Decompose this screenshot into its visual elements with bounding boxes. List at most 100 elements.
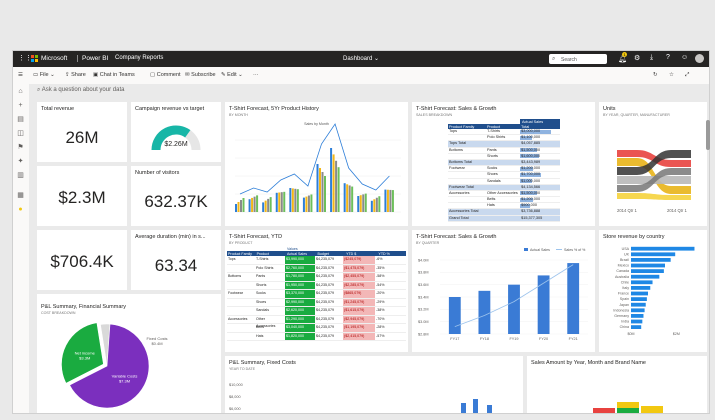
history-bar: [296, 189, 299, 212]
current-workspace-icon[interactable]: ●: [18, 206, 23, 213]
legend-bar-swatch: [524, 248, 528, 251]
cell-family: [448, 154, 486, 159]
cost-value-tile[interactable]: $706.4K: [37, 230, 127, 290]
tile-subtitle: SALES BREAKDOWN: [416, 113, 453, 117]
databar: [520, 203, 530, 208]
goals-icon[interactable]: ⚑: [17, 144, 24, 151]
cell-total: $1,700,000: [520, 172, 542, 177]
column-header: YTD %: [378, 251, 390, 256]
chart-legend: Sales by Month: [304, 122, 329, 126]
ribbon-chart: 2014 Qtr 1 2014 Qtr 1: [617, 150, 691, 213]
notifications-icon[interactable]: 🔔︎: [618, 56, 627, 63]
table-cell: ($2,455,079): [343, 273, 375, 281]
pl-fixed-tile[interactable]: P&L Summary, Fixed Costs YEAR TO DATE $1…: [225, 356, 523, 413]
gauge-value: $2.26M: [164, 141, 188, 148]
history-bar: [237, 202, 240, 212]
more-options-icon[interactable]: ···: [253, 72, 259, 78]
legend-line-label: Sales % of %: [564, 248, 586, 252]
y-tick-label: $3.8M: [418, 271, 429, 275]
avatar[interactable]: [695, 54, 704, 63]
category-label: Chile: [621, 280, 629, 284]
history-bar: [302, 197, 305, 212]
cell-total: $1,100,000: [520, 135, 541, 140]
apps-icon[interactable]: ✦: [17, 158, 24, 165]
history-bar: [280, 192, 283, 212]
history-bar: [337, 167, 340, 212]
table-cell: Footwear: [228, 291, 243, 295]
units-tile[interactable]: Units BY YEAR, QUARTER, MANUFACTURER 201…: [599, 102, 707, 226]
table-cell: ($245,079): [343, 256, 375, 264]
browse-icon[interactable]: ▤: [17, 116, 24, 123]
table-header-row: Product Family Product Total: [448, 124, 560, 129]
share-label: Share: [71, 72, 86, 78]
history-bar: [275, 192, 278, 212]
window-scrollbar[interactable]: [706, 120, 710, 150]
bookmark-icon[interactable]: ☆: [669, 72, 674, 78]
share-button[interactable]: ⇪ Share: [65, 72, 86, 78]
table-cell: $2,620,000: [285, 307, 315, 315]
visitors-tile[interactable]: Number of visitors 632.37K: [131, 166, 221, 226]
table-row: Accessories Other Accessories $1,290,000 $4…: [227, 315, 406, 328]
tshirt-history-tile[interactable]: T-Shirt Forecast, 5Yr Product History BY…: [225, 102, 408, 226]
tile-title: T-Shirt Forecast, YTD: [229, 234, 283, 240]
pie-slice: [61, 322, 104, 384]
download-icon[interactable]: ⤓: [650, 54, 654, 61]
app-launcher-icon[interactable]: ⋮⋮: [18, 55, 32, 62]
y-tick-label: $2.8M: [418, 332, 429, 336]
table-row: Bottoms Pants $1,500,000: [448, 147, 560, 154]
campaign-revenue-tile[interactable]: Campaign revenue vs target $2.26M: [131, 102, 221, 162]
cell-total: $4,134,566: [521, 184, 541, 189]
total-revenue-tile[interactable]: Total revenue 26M: [37, 102, 127, 162]
cell-family: [448, 203, 486, 208]
cell-family: Footwear Total: [449, 184, 474, 189]
history-combo-chart: [235, 123, 401, 213]
avg-duration-tile[interactable]: Average duration (min) in s... 63.34: [131, 230, 221, 290]
data-hub-icon[interactable]: ◫: [17, 130, 24, 137]
refresh-icon[interactable]: ↻: [653, 72, 658, 78]
cost-breakdown-pie: Net income$3.3M Fixed Costs$0.4M Variable …: [61, 322, 168, 409]
table-cell: ($1,475,079): [343, 264, 375, 272]
sales-amount-tile[interactable]: Sales Amount by Year, Month and Brand Na…: [527, 356, 707, 413]
workspaces-icon[interactable]: ▦: [17, 192, 24, 199]
edit-button[interactable]: ✎ Edit ⌄: [221, 72, 243, 78]
x-axis-label-2: 2014 Qtr 1: [667, 208, 687, 213]
search-input[interactable]: ⌕ Search: [549, 54, 607, 64]
chat-in-teams-button[interactable]: ▣ Chat in Teams: [93, 72, 135, 78]
ytd-tile[interactable]: T-Shirt Forecast, YTD BY PRODUCT Values P…: [225, 230, 408, 352]
product-name[interactable]: Power BI: [77, 54, 108, 62]
sales-breakdown-tile[interactable]: T-Shirt Forecast: Sales & Growth SALES B…: [412, 102, 595, 226]
qa-input[interactable]: ⌕ Ask a question about your data: [37, 87, 124, 94]
gauge-chart: $2.26M: [151, 125, 201, 151]
chevron-down-icon: ⌄: [374, 56, 380, 62]
history-bar: [253, 196, 256, 212]
cell-family: [448, 135, 486, 140]
feedback-icon[interactable]: ☺: [681, 54, 689, 61]
menu-icon[interactable]: ☰: [18, 72, 23, 78]
revenue-value-tile[interactable]: $2.3M: [37, 166, 127, 226]
category-label: Japan: [619, 303, 629, 307]
country-bar: [631, 325, 642, 329]
pl-financial-tile[interactable]: P&L Summary, Financial Summary COST BREA…: [37, 294, 221, 413]
dashboard-selector[interactable]: Dashboard ⌄: [343, 55, 379, 62]
history-bar: [305, 196, 308, 212]
settings-icon[interactable]: ⚙: [634, 55, 641, 62]
store-revenue-tile[interactable]: Store revenue by country USA UK Brazil Mexi…: [599, 230, 707, 352]
create-icon[interactable]: +: [18, 102, 23, 109]
category-label: Mexico: [618, 264, 629, 268]
cell-total: $1,200,000: [520, 166, 541, 171]
comment-button[interactable]: ▢ Comment: [150, 72, 181, 78]
table-cell: ($865,079): [343, 290, 375, 298]
table-cell: -57%: [376, 333, 385, 338]
column-header: Product Family: [449, 124, 475, 129]
workspace-name[interactable]: Company Reports: [115, 55, 164, 61]
subscribe-button[interactable]: ✉ Subscribe: [185, 72, 216, 78]
home-icon[interactable]: ⌂: [18, 88, 23, 95]
dashboard-canvas: ⌕ Ask a question about your data Total r…: [29, 84, 709, 413]
learn-icon[interactable]: ▥: [17, 172, 24, 179]
file-menu[interactable]: ▭ File ⌄: [33, 72, 55, 78]
category-label: China: [620, 325, 629, 329]
sales-growth-tile[interactable]: T-Shirt Forecast: Sales & Growth BY QUAR…: [412, 230, 595, 352]
kpi-value: 63.34: [154, 256, 198, 275]
help-icon[interactable]: ?: [666, 54, 670, 61]
expand-icon[interactable]: ⤢: [685, 72, 690, 78]
